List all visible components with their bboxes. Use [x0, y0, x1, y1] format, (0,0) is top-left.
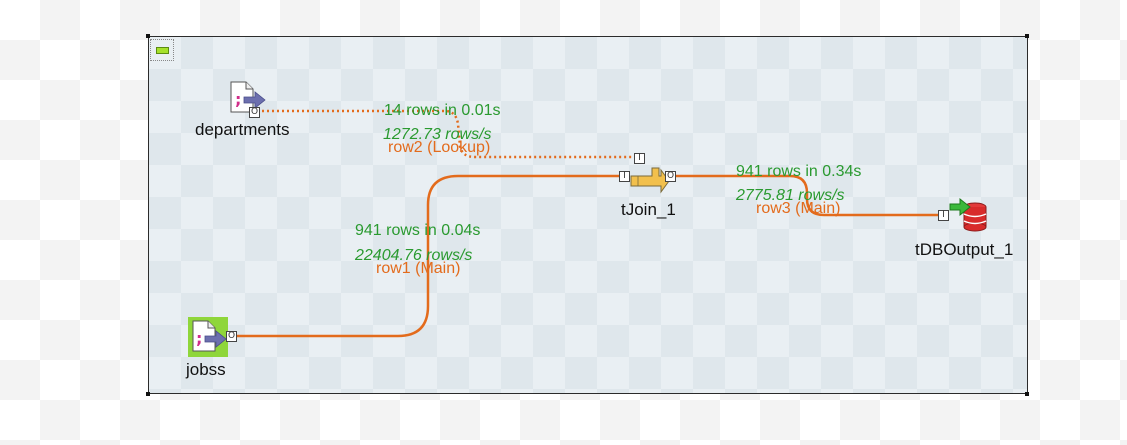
jobss-component[interactable]: ;	[188, 317, 228, 357]
svg-text:;: ;	[196, 329, 202, 348]
join-icon	[630, 167, 670, 194]
tjoin-output-connector[interactable]: O	[665, 171, 676, 182]
file-input-icon: ;	[230, 81, 266, 113]
row3-link-label[interactable]: row3 (Main)	[756, 200, 841, 217]
row3-rows-stat: 941 rows in 0.34s	[736, 163, 862, 180]
jobss-label: jobss	[186, 360, 226, 379]
resize-handle-bottom-right[interactable]	[1025, 392, 1029, 396]
file-input-icon: ;	[188, 317, 228, 357]
tjoin-component[interactable]	[628, 160, 670, 194]
tdboutput-label: tDBOutput_1	[915, 240, 1014, 259]
subjob-collapse-button[interactable]	[150, 39, 174, 61]
tjoin-label: tJoin_1	[621, 200, 676, 219]
row1-rows-stat: 941 rows in 0.04s	[355, 222, 481, 239]
row2-lookup-link[interactable]	[262, 109, 638, 159]
departments-label: departments	[195, 120, 290, 139]
row2-link-label[interactable]: row2 (Lookup)	[388, 139, 491, 156]
jobss-output-connector[interactable]: O	[226, 331, 237, 342]
row1-link-label[interactable]: row1 (Main)	[376, 260, 461, 277]
row1-main-link[interactable]	[236, 174, 624, 338]
tjoin-main-input-connector[interactable]: I	[619, 171, 630, 182]
tdboutput-input-connector[interactable]: I	[938, 210, 949, 221]
database-output-icon	[949, 197, 987, 232]
row3-rate-stat: 2775.81 rows/s	[736, 187, 845, 204]
tjoin-lookup-input-connector[interactable]: I	[634, 153, 645, 164]
departments-output-connector[interactable]: O	[249, 107, 260, 118]
row3-main-link[interactable]	[676, 174, 944, 217]
tdboutput-component[interactable]	[946, 197, 988, 233]
row2-rate-stat: 1272.73 rows/s	[383, 126, 492, 143]
row2-rows-stat: 14 rows in 0.01s	[384, 102, 501, 119]
svg-text:;: ;	[235, 90, 241, 109]
resize-handle-top-right[interactable]	[1025, 34, 1029, 38]
resize-handle-bottom-left[interactable]	[146, 392, 150, 396]
departments-component[interactable]: ;	[229, 81, 267, 117]
resize-handle-top-left[interactable]	[146, 34, 150, 38]
row1-rate-stat: 22404.76 rows/s	[355, 247, 473, 264]
